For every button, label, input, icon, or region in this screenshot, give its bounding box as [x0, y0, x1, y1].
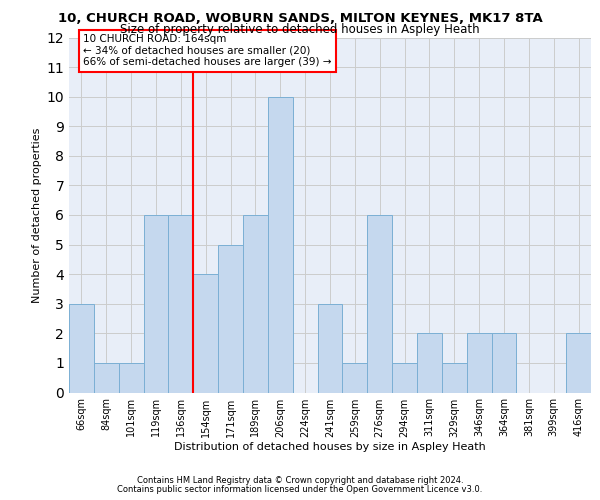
Bar: [392, 363, 417, 392]
Bar: [417, 334, 442, 392]
Text: 10, CHURCH ROAD, WOBURN SANDS, MILTON KEYNES, MK17 8TA: 10, CHURCH ROAD, WOBURN SANDS, MILTON KE…: [58, 12, 542, 26]
Bar: [69, 304, 94, 392]
Text: Size of property relative to detached houses in Aspley Heath: Size of property relative to detached ho…: [120, 22, 480, 36]
Bar: [169, 215, 193, 392]
Bar: [467, 334, 491, 392]
Bar: [143, 215, 169, 392]
Text: 10 CHURCH ROAD: 164sqm
← 34% of detached houses are smaller (20)
66% of semi-det: 10 CHURCH ROAD: 164sqm ← 34% of detached…: [83, 34, 332, 68]
X-axis label: Distribution of detached houses by size in Aspley Heath: Distribution of detached houses by size …: [174, 442, 486, 452]
Bar: [119, 363, 143, 392]
Bar: [243, 215, 268, 392]
Bar: [94, 363, 119, 392]
Bar: [566, 334, 591, 392]
Bar: [268, 96, 293, 393]
Bar: [367, 215, 392, 392]
Bar: [343, 363, 367, 392]
Bar: [317, 304, 343, 392]
Bar: [193, 274, 218, 392]
Bar: [218, 244, 243, 392]
Bar: [491, 334, 517, 392]
Text: Contains public sector information licensed under the Open Government Licence v3: Contains public sector information licen…: [118, 485, 482, 494]
Text: Contains HM Land Registry data © Crown copyright and database right 2024.: Contains HM Land Registry data © Crown c…: [137, 476, 463, 485]
Y-axis label: Number of detached properties: Number of detached properties: [32, 128, 42, 302]
Bar: [442, 363, 467, 392]
